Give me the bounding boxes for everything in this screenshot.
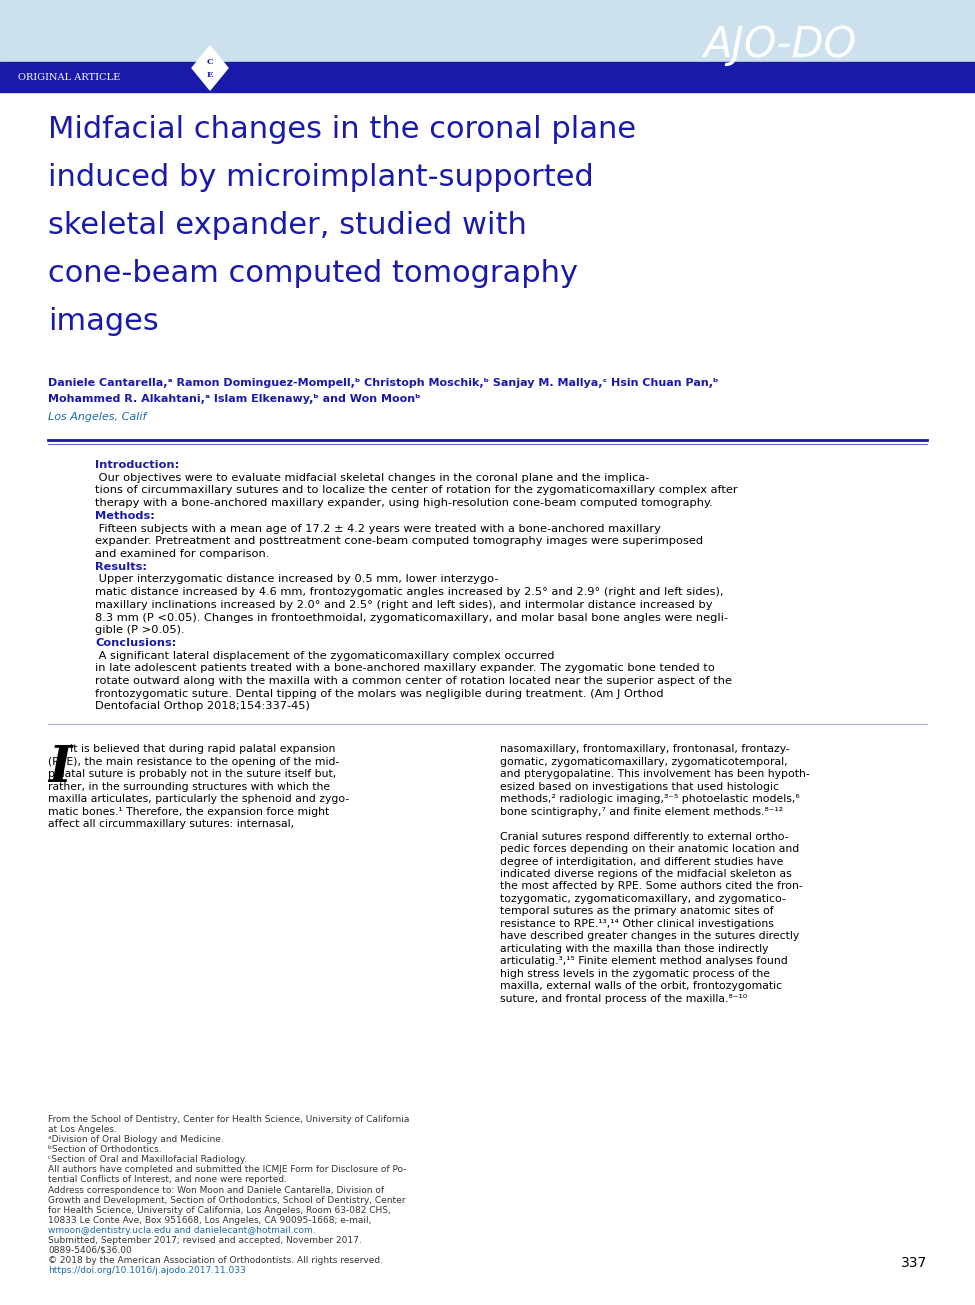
- Text: and examined for comparison.: and examined for comparison.: [95, 549, 269, 559]
- Text: All authors have completed and submitted the ICMJE Form for Disclosure of Po-: All authors have completed and submitted…: [48, 1165, 407, 1174]
- Text: bone scintigraphy,⁷ and finite element methods.⁸⁻¹²: bone scintigraphy,⁷ and finite element m…: [500, 806, 783, 817]
- Polygon shape: [192, 46, 228, 90]
- Text: the most affected by RPE. Some authors cited the fron-: the most affected by RPE. Some authors c…: [500, 881, 802, 891]
- Text: frontozygomatic suture. Dental tipping of the molars was negligible during treat: frontozygomatic suture. Dental tipping o…: [95, 689, 664, 698]
- Text: Midfacial changes in the coronal plane: Midfacial changes in the coronal plane: [48, 115, 636, 144]
- Text: for Health Science, University of California, Los Angeles, Room 63-082 CHS,: for Health Science, University of Califo…: [48, 1206, 391, 1215]
- Text: induced by microimplant-supported: induced by microimplant-supported: [48, 163, 594, 192]
- Text: Upper interzygomatic distance increased by 0.5 mm, lower interzygo-: Upper interzygomatic distance increased …: [95, 574, 498, 585]
- Text: at Los Angeles.: at Los Angeles.: [48, 1125, 117, 1134]
- Text: maxilla articulates, particularly the sphenoid and zygo-: maxilla articulates, particularly the sp…: [48, 795, 349, 804]
- Text: https://doi.org/10.1016/j.ajodo.2017.11.033: https://doi.org/10.1016/j.ajodo.2017.11.…: [48, 1266, 246, 1275]
- Text: therapy with a bone-anchored maxillary expander, using high-resolution cone-beam: therapy with a bone-anchored maxillary e…: [95, 499, 713, 508]
- Text: matic distance increased by 4.6 mm, frontozygomatic angles increased by 2.5° and: matic distance increased by 4.6 mm, fron…: [95, 587, 723, 598]
- Text: have described greater changes in the sutures directly: have described greater changes in the su…: [500, 932, 800, 941]
- Text: indicated diverse regions of the midfacial skeleton as: indicated diverse regions of the midfaci…: [500, 869, 792, 880]
- Text: Fifteen subjects with a mean age of 17.2 ± 4.2 years were treated with a bone-an: Fifteen subjects with a mean age of 17.2…: [95, 523, 661, 534]
- Text: C: C: [207, 57, 214, 67]
- Text: tential Conflicts of Interest, and none were reported.: tential Conflicts of Interest, and none …: [48, 1176, 287, 1185]
- Text: Methods:: Methods:: [95, 510, 155, 521]
- Text: affect all circummaxillary sutures: internasal,: affect all circummaxillary sutures: inte…: [48, 820, 294, 829]
- Text: suture, and frontal process of the maxilla.⁸⁻¹⁰: suture, and frontal process of the maxil…: [500, 994, 747, 1004]
- Text: resistance to RPE.¹³,¹⁴ Other clinical investigations: resistance to RPE.¹³,¹⁴ Other clinical i…: [500, 919, 774, 929]
- Text: high stress levels in the zygomatic process of the: high stress levels in the zygomatic proc…: [500, 968, 770, 979]
- Text: Cranial sutures respond differently to external ortho-: Cranial sutures respond differently to e…: [500, 831, 789, 842]
- Text: AJO-DO: AJO-DO: [703, 23, 857, 67]
- Text: It is believed that during rapid palatal expansion: It is believed that during rapid palatal…: [70, 744, 335, 754]
- Text: articulating with the maxilla than those indirectly: articulating with the maxilla than those…: [500, 944, 768, 954]
- Text: matic bones.¹ Therefore, the expansion force might: matic bones.¹ Therefore, the expansion f…: [48, 806, 330, 817]
- Text: methods,² radiologic imaging,³⁻⁵ photoelastic models,⁶: methods,² radiologic imaging,³⁻⁵ photoel…: [500, 795, 800, 804]
- Text: Our objectives were to evaluate midfacial skeletal changes in the coronal plane : Our objectives were to evaluate midfacia…: [95, 472, 649, 483]
- Text: gomatic, zygomaticomaxillary, zygomaticotemporal,: gomatic, zygomaticomaxillary, zygomatico…: [500, 757, 788, 766]
- Text: © 2018 by the American Association of Orthodontists. All rights reserved.: © 2018 by the American Association of Or…: [48, 1255, 383, 1265]
- Text: rather, in the surrounding structures with which the: rather, in the surrounding structures wi…: [48, 782, 331, 792]
- Text: Results:: Results:: [95, 561, 147, 572]
- Text: ORIGINAL ARTICLE: ORIGINAL ARTICLE: [18, 73, 120, 81]
- Text: temporal sutures as the primary anatomic sites of: temporal sutures as the primary anatomic…: [500, 907, 773, 916]
- Text: gible (P >0.05).: gible (P >0.05).: [95, 625, 184, 636]
- Text: ᵇSection of Orthodontics.: ᵇSection of Orthodontics.: [48, 1146, 162, 1154]
- Text: Mohammed R. Alkahtani,ᵃ Islam Elkenawy,ᵇ and Won Moonᵇ: Mohammed R. Alkahtani,ᵃ Islam Elkenawy,ᵇ…: [48, 394, 420, 405]
- Text: wmoon@dentistry.ucla.edu and danielecant@hotmail.com.: wmoon@dentistry.ucla.edu and danielecant…: [48, 1225, 316, 1235]
- Text: 0889-5406/$36.00: 0889-5406/$36.00: [48, 1246, 132, 1255]
- Text: 337: 337: [901, 1255, 927, 1270]
- Text: and pterygopalatine. This involvement has been hypoth-: and pterygopalatine. This involvement ha…: [500, 769, 810, 779]
- Text: Address correspondence to: Won Moon and Daniele Cantarella, Division of: Address correspondence to: Won Moon and …: [48, 1185, 384, 1194]
- Bar: [0, 0, 975, 63]
- Text: E: E: [207, 70, 214, 80]
- Text: tozygomatic, zygomaticomaxillary, and zygomatico-: tozygomatic, zygomaticomaxillary, and zy…: [500, 894, 786, 904]
- Text: pedic forces depending on their anatomic location and: pedic forces depending on their anatomic…: [500, 844, 800, 853]
- Text: 8.3 mm (P <0.05). Changes in frontoethmoidal, zygomaticomaxillary, and molar bas: 8.3 mm (P <0.05). Changes in frontoethmo…: [95, 612, 728, 622]
- Text: expander. Pretreatment and posttreatment cone-beam computed tomography images we: expander. Pretreatment and posttreatment…: [95, 536, 703, 547]
- Text: 10833 Le Conte Ave, Box 951668, Los Angeles, CA 90095-1668; e-mail,: 10833 Le Conte Ave, Box 951668, Los Ange…: [48, 1216, 371, 1225]
- Text: Submitted, September 2017; revised and accepted, November 2017.: Submitted, September 2017; revised and a…: [48, 1236, 362, 1245]
- Text: rotate outward along with the maxilla with a common center of rotation located n: rotate outward along with the maxilla wi…: [95, 676, 732, 686]
- Text: I: I: [48, 744, 71, 793]
- Text: nasomaxillary, frontomaxillary, frontonasal, frontazy-: nasomaxillary, frontomaxillary, frontona…: [500, 744, 790, 754]
- Text: Introduction:: Introduction:: [95, 459, 179, 470]
- Text: Los Angeles, Calif: Los Angeles, Calif: [48, 412, 146, 422]
- Text: From the School of Dentistry, Center for Health Science, University of Californi: From the School of Dentistry, Center for…: [48, 1114, 410, 1124]
- Text: cone-beam computed tomography: cone-beam computed tomography: [48, 258, 578, 288]
- Text: degree of interdigitation, and different studies have: degree of interdigitation, and different…: [500, 856, 783, 867]
- Text: maxillary inclinations increased by 2.0° and 2.5° (right and left sides), and in: maxillary inclinations increased by 2.0°…: [95, 600, 713, 609]
- Text: esized based on investigations that used histologic: esized based on investigations that used…: [500, 782, 779, 792]
- Text: ᶜSection of Oral and Maxillofacial Radiology.: ᶜSection of Oral and Maxillofacial Radio…: [48, 1155, 247, 1164]
- Text: Growth and Development, Section of Orthodontics, School of Dentistry, Center: Growth and Development, Section of Ortho…: [48, 1195, 406, 1205]
- Text: in late adolescent patients treated with a bone-anchored maxillary expander. The: in late adolescent patients treated with…: [95, 663, 715, 673]
- Bar: [0, 63, 975, 91]
- Text: Daniele Cantarella,ᵃ Ramon Dominguez-Mompell,ᵇ Christoph Moschik,ᵇ Sanjay M. Mal: Daniele Cantarella,ᵃ Ramon Dominguez-Mom…: [48, 378, 719, 388]
- Text: images: images: [48, 307, 159, 335]
- Text: A significant lateral displacement of the zygomaticomaxillary complex occurred: A significant lateral displacement of th…: [95, 651, 555, 660]
- Text: Conclusions:: Conclusions:: [95, 638, 176, 649]
- Text: maxilla, external walls of the orbit, frontozygomatic: maxilla, external walls of the orbit, fr…: [500, 981, 782, 992]
- Text: tions of circummaxillary sutures and to localize the center of rotation for the : tions of circummaxillary sutures and to …: [95, 485, 738, 496]
- Text: skeletal expander, studied with: skeletal expander, studied with: [48, 211, 526, 240]
- Text: Dentofacial Orthop 2018;154:337-45): Dentofacial Orthop 2018;154:337-45): [95, 702, 310, 711]
- Text: (RPE), the main resistance to the opening of the mid-: (RPE), the main resistance to the openin…: [48, 757, 339, 766]
- Text: palatal suture is probably not in the suture itself but,: palatal suture is probably not in the su…: [48, 769, 336, 779]
- Text: ᵃDivision of Oral Biology and Medicine.: ᵃDivision of Oral Biology and Medicine.: [48, 1135, 223, 1144]
- Text: articulatig.³,¹⁵ Finite element method analyses found: articulatig.³,¹⁵ Finite element method a…: [500, 957, 788, 967]
